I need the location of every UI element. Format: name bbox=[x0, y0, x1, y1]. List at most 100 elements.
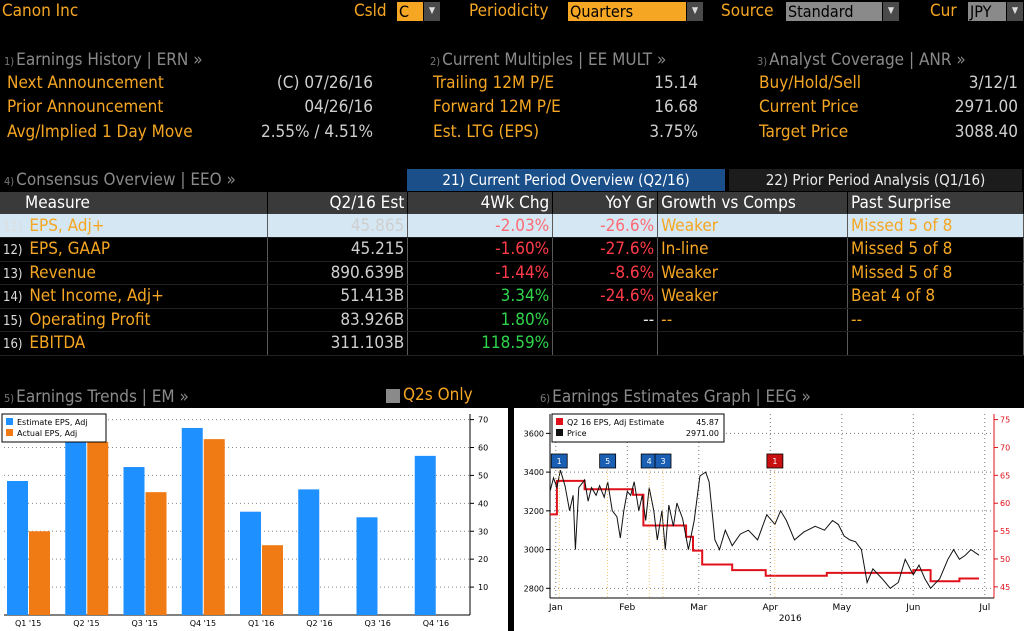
right-tick-label: 65 bbox=[1000, 471, 1010, 480]
table-row[interactable]: 14) Net Income, Adj+ 51.413B 3.34% -24.6% We… bbox=[0, 284, 1024, 309]
periodicity-label: Periodicity bbox=[469, 1, 549, 21]
cell-estimate: 311.103B bbox=[267, 331, 409, 356]
cell-4wk-chg: 118.59% bbox=[407, 331, 554, 356]
current-multiples-row: Est. LTG (EPS) 3.75% bbox=[433, 122, 698, 142]
x-tick-label: Feb bbox=[619, 603, 635, 613]
column-header-growth-vs-comps[interactable]: Growth vs Comps bbox=[657, 192, 849, 214]
bar-estimate bbox=[414, 455, 436, 615]
chart-legend: Q2 16 EPS, Adj Estimate 45.87 Price 2971.00 bbox=[551, 413, 725, 443]
cell-yoy-gr: -24.6% bbox=[552, 284, 659, 309]
table-row[interactable]: 13) Revenue 890.639B -1.44% -8.6% Weaker Miss… bbox=[0, 261, 1024, 285]
tab-prior-period[interactable]: 22) Prior Period Analysis (Q1/16) bbox=[729, 169, 1022, 191]
cell-measure: 15) Operating Profit bbox=[0, 308, 269, 332]
right-tick-label: 75 bbox=[1000, 416, 1010, 425]
column-header-past-surprise[interactable]: Past Surprise bbox=[847, 192, 1024, 214]
x-tick-label: Q3 '15 bbox=[132, 619, 158, 628]
cell-past-surprise: Missed 5 of 8 bbox=[847, 261, 1024, 285]
column-header-4wk-chg[interactable]: 4Wk Chg bbox=[407, 192, 554, 214]
x-tick-label: Q2 '16 bbox=[306, 619, 332, 628]
current-multiples-header[interactable]: 2) Current Multiples | EE MULT » bbox=[430, 50, 667, 70]
bar-estimate bbox=[356, 517, 378, 615]
earnings-estimates-graph-header[interactable]: 6) Earnings Estimates Graph | EEG » bbox=[540, 387, 811, 407]
x-tick-label: Jul bbox=[978, 603, 990, 613]
cell-measure: 13) Revenue bbox=[0, 261, 269, 285]
cell-growth-vs-comps bbox=[657, 331, 849, 356]
table-row[interactable]: 11) EPS, Adj+ 45.865 -2.03% -26.6% Weaker Mis… bbox=[0, 214, 1024, 238]
bar-actual bbox=[29, 531, 50, 615]
cell-growth-vs-comps: Weaker bbox=[657, 214, 849, 238]
cell-yoy-gr bbox=[552, 331, 659, 356]
earnings-trends-chart: 10 20 30 40 50 60 70 Q1 '15 Q2 '15 Q3 '15 Q4 '15 Q1… bbox=[0, 408, 508, 631]
right-tick-label: 60 bbox=[1000, 499, 1010, 508]
cell-4wk-chg: 3.34% bbox=[407, 284, 554, 309]
earnings-history-row: Next Announcement (C) 07/26/16 bbox=[7, 73, 373, 93]
q2s-only-checkbox[interactable] bbox=[386, 389, 400, 403]
legend-swatch bbox=[6, 418, 13, 425]
bar-estimate bbox=[298, 489, 320, 615]
cell-estimate: 45.215 bbox=[267, 237, 409, 262]
consensus-tabs: 21) Current Period Overview (Q2/16) 22) … bbox=[407, 169, 1022, 191]
table-row[interactable]: 16) EBITDA 311.103B 118.59% bbox=[0, 331, 1024, 356]
chart-legend: Estimate EPS, Adj Actual EPS, Adj bbox=[1, 413, 107, 443]
left-tick-label: 3400 bbox=[524, 468, 544, 477]
cell-past-surprise: -- bbox=[847, 308, 1024, 332]
series-line-estimate bbox=[550, 479, 979, 583]
annotation-marker bbox=[550, 453, 568, 469]
y-tick-label: 30 bbox=[478, 527, 488, 536]
series-line-price bbox=[549, 470, 980, 590]
cell-4wk-chg: -2.03% bbox=[407, 214, 554, 238]
annotation-label: 1 bbox=[772, 457, 777, 466]
csld-dropdown[interactable]: C bbox=[397, 2, 423, 21]
table-row[interactable]: 12) EPS, GAAP 45.215 -1.60% -27.6% In-line Mi… bbox=[0, 237, 1024, 262]
table-header-row: Measure Q2/16 Est 4Wk Chg YoY Gr Growth … bbox=[0, 192, 1024, 214]
x-tick-label: Jan bbox=[548, 603, 563, 613]
analyst-coverage-row: Current Price 2971.00 bbox=[759, 97, 1018, 117]
cell-growth-vs-comps: Weaker bbox=[657, 261, 849, 285]
earnings-trends-svg: 10 20 30 40 50 60 70 Q1 '15 Q2 '15 Q3 '15 Q4 '15 Q1… bbox=[1, 413, 488, 628]
column-header-yoy-gr[interactable]: YoY Gr bbox=[552, 192, 659, 214]
source-dropdown-arrow-icon[interactable]: ▼ bbox=[883, 2, 899, 21]
legend-value: 2971.00 bbox=[686, 429, 719, 438]
csld-dropdown-arrow-icon[interactable]: ▼ bbox=[424, 2, 440, 21]
cell-growth-vs-comps: -- bbox=[657, 308, 849, 332]
column-header-est[interactable]: Q2/16 Est bbox=[267, 192, 409, 214]
currency-dropdown-arrow-icon[interactable]: ▼ bbox=[1007, 2, 1023, 21]
cell-measure: 11) EPS, Adj+ bbox=[0, 214, 269, 238]
x-tick-label: May bbox=[832, 603, 851, 613]
column-header-measure[interactable]: Measure bbox=[0, 192, 269, 214]
right-tick-label: 50 bbox=[1000, 555, 1010, 564]
cell-growth-vs-comps: In-line bbox=[657, 237, 849, 262]
cell-measure: 14) Net Income, Adj+ bbox=[0, 284, 269, 309]
right-tick-label: 45 bbox=[1000, 583, 1010, 592]
earnings-history-header[interactable]: 1) Earnings History | ERN » bbox=[4, 50, 203, 70]
consensus-overview-header[interactable]: 4) Consensus Overview | EEO » bbox=[4, 170, 236, 190]
cell-past-surprise bbox=[847, 331, 1024, 356]
tab-current-period[interactable]: 21) Current Period Overview (Q2/16) bbox=[407, 169, 725, 191]
current-multiples-row: Forward 12M P/E 16.68 bbox=[433, 97, 698, 117]
cell-estimate: 890.639B bbox=[267, 261, 409, 285]
current-multiples-row: Trailing 12M P/E 15.14 bbox=[433, 73, 698, 93]
cell-yoy-gr: -27.6% bbox=[552, 237, 659, 262]
currency-dropdown[interactable]: JPY bbox=[968, 2, 1006, 21]
earnings-trends-header[interactable]: 5) Earnings Trends | EM » bbox=[4, 387, 189, 407]
cell-measure: 12) EPS, GAAP bbox=[0, 237, 269, 262]
bar-estimate bbox=[123, 467, 145, 615]
analyst-coverage-header[interactable]: 3) Analyst Coverage | ANR » bbox=[757, 50, 966, 70]
bar-estimate bbox=[65, 414, 87, 615]
x-tick-label: Q3 '16 bbox=[365, 619, 391, 628]
annotation-label: 5 bbox=[605, 457, 610, 466]
y-tick-label: 40 bbox=[478, 499, 488, 508]
cell-yoy-gr: -8.6% bbox=[552, 261, 659, 285]
x-tick-label: Q1 '16 bbox=[248, 619, 274, 628]
left-tick-label: 2800 bbox=[524, 584, 544, 593]
table-row[interactable]: 15) Operating Profit 83.926B 1.80% -- -- -- bbox=[0, 308, 1024, 332]
q2s-only-label[interactable]: Q2s Only bbox=[403, 385, 473, 405]
bar-estimate bbox=[240, 511, 261, 615]
cell-growth-vs-comps: Weaker bbox=[657, 284, 849, 309]
source-dropdown[interactable]: Standard bbox=[786, 2, 882, 21]
periodicity-dropdown-arrow-icon[interactable]: ▼ bbox=[687, 2, 703, 21]
cell-estimate: 83.926B bbox=[267, 308, 409, 332]
periodicity-dropdown[interactable]: Quarters bbox=[568, 2, 686, 21]
y-tick-label: 60 bbox=[478, 444, 488, 453]
